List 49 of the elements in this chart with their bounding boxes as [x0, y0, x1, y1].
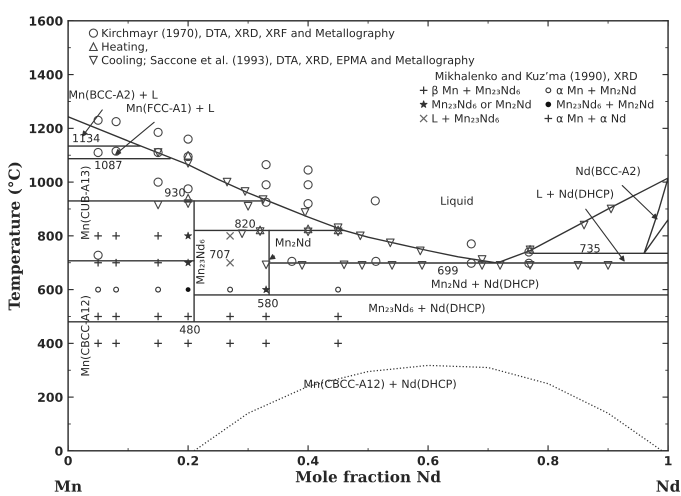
legend-label: α Mn + Mn₂Nd — [556, 86, 636, 94]
y-axis-title: Temperature (°C) — [8, 162, 23, 310]
annotation: Liquid — [441, 196, 473, 208]
annotation: Mn(CBCC-A12) — [80, 296, 91, 376]
x-tick-label: 1 — [665, 456, 672, 466]
annotation: Mn(BCC-A2) + L — [70, 90, 158, 100]
annotation: Mn(FCC-A1) + L — [127, 104, 214, 114]
x-tick-label: 0 — [64, 456, 72, 466]
annotation: 735 — [580, 244, 600, 253]
annotation: 699 — [438, 266, 458, 275]
legend-label: Mn₂₃Nd₆ + Mn₂Nd — [557, 100, 654, 108]
legend-label: Mn₂₃Nd₆ or Mn₂Nd — [432, 100, 531, 108]
annotation: Mn₂₃Nd₆ + Nd(DHCP) — [369, 304, 484, 314]
annotation: Nd(BCC-A2) — [576, 166, 640, 176]
text: Mn — [54, 480, 82, 492]
annotation: 1134 — [73, 134, 100, 142]
legend-label: α Mn + α Nd — [556, 114, 626, 123]
y-tick-label: 600 — [38, 285, 63, 295]
legend-label: Kirchmayr (1970), DTA, XRD, XRF and Metallography — [102, 28, 394, 40]
x-axis-title: Mole fraction Nd — [296, 470, 441, 482]
x-tick-label: 0.2 — [178, 456, 198, 466]
annotation: Mn₂Nd + Nd(DHCP) — [432, 279, 538, 290]
annotation: 930 — [164, 188, 185, 197]
y-tick-label: 1200 — [30, 124, 63, 134]
y-tick-label: 1400 — [30, 70, 63, 80]
legend-label: Heating, — [102, 42, 148, 53]
annotation: 1087 — [95, 160, 122, 170]
legend-label: L + Mn₂₃Nd₆ — [432, 114, 499, 123]
y-tick-label: 800 — [38, 231, 63, 241]
legend-title: Mikhalenko and Kuz’ma (1990), XRD — [436, 72, 637, 82]
y-tick-label: 200 — [38, 392, 63, 402]
annotation: L + Nd(DHCP) — [537, 189, 614, 200]
y-tick-label: 1600 — [30, 16, 63, 26]
annotation: Mn₂₃Nd₆ — [196, 240, 205, 284]
legend-label: β Mn + Mn₂₃Nd₆ — [432, 86, 520, 97]
legend-label: Cooling; Saccone et al. (1993), DTA, XRD, EPMA and Metallography — [102, 56, 474, 66]
x-tick-label: 0.4 — [298, 456, 319, 466]
text: Nd — [656, 480, 680, 492]
x-tick-label: 0.6 — [418, 456, 438, 466]
annotation: 820 — [235, 219, 255, 228]
annotation: 580 — [258, 298, 278, 308]
annotation: Mn(CUB-A13) — [80, 166, 91, 239]
y-tick-label: 1000 — [30, 178, 63, 188]
annotation: 707 — [210, 250, 230, 258]
annotation: 480 — [180, 325, 200, 334]
annotation: Mn₂Nd — [276, 238, 310, 247]
x-tick-label: 0.8 — [538, 456, 558, 466]
y-tick-label: 0 — [55, 446, 63, 456]
y-tick-label: 400 — [38, 338, 63, 348]
